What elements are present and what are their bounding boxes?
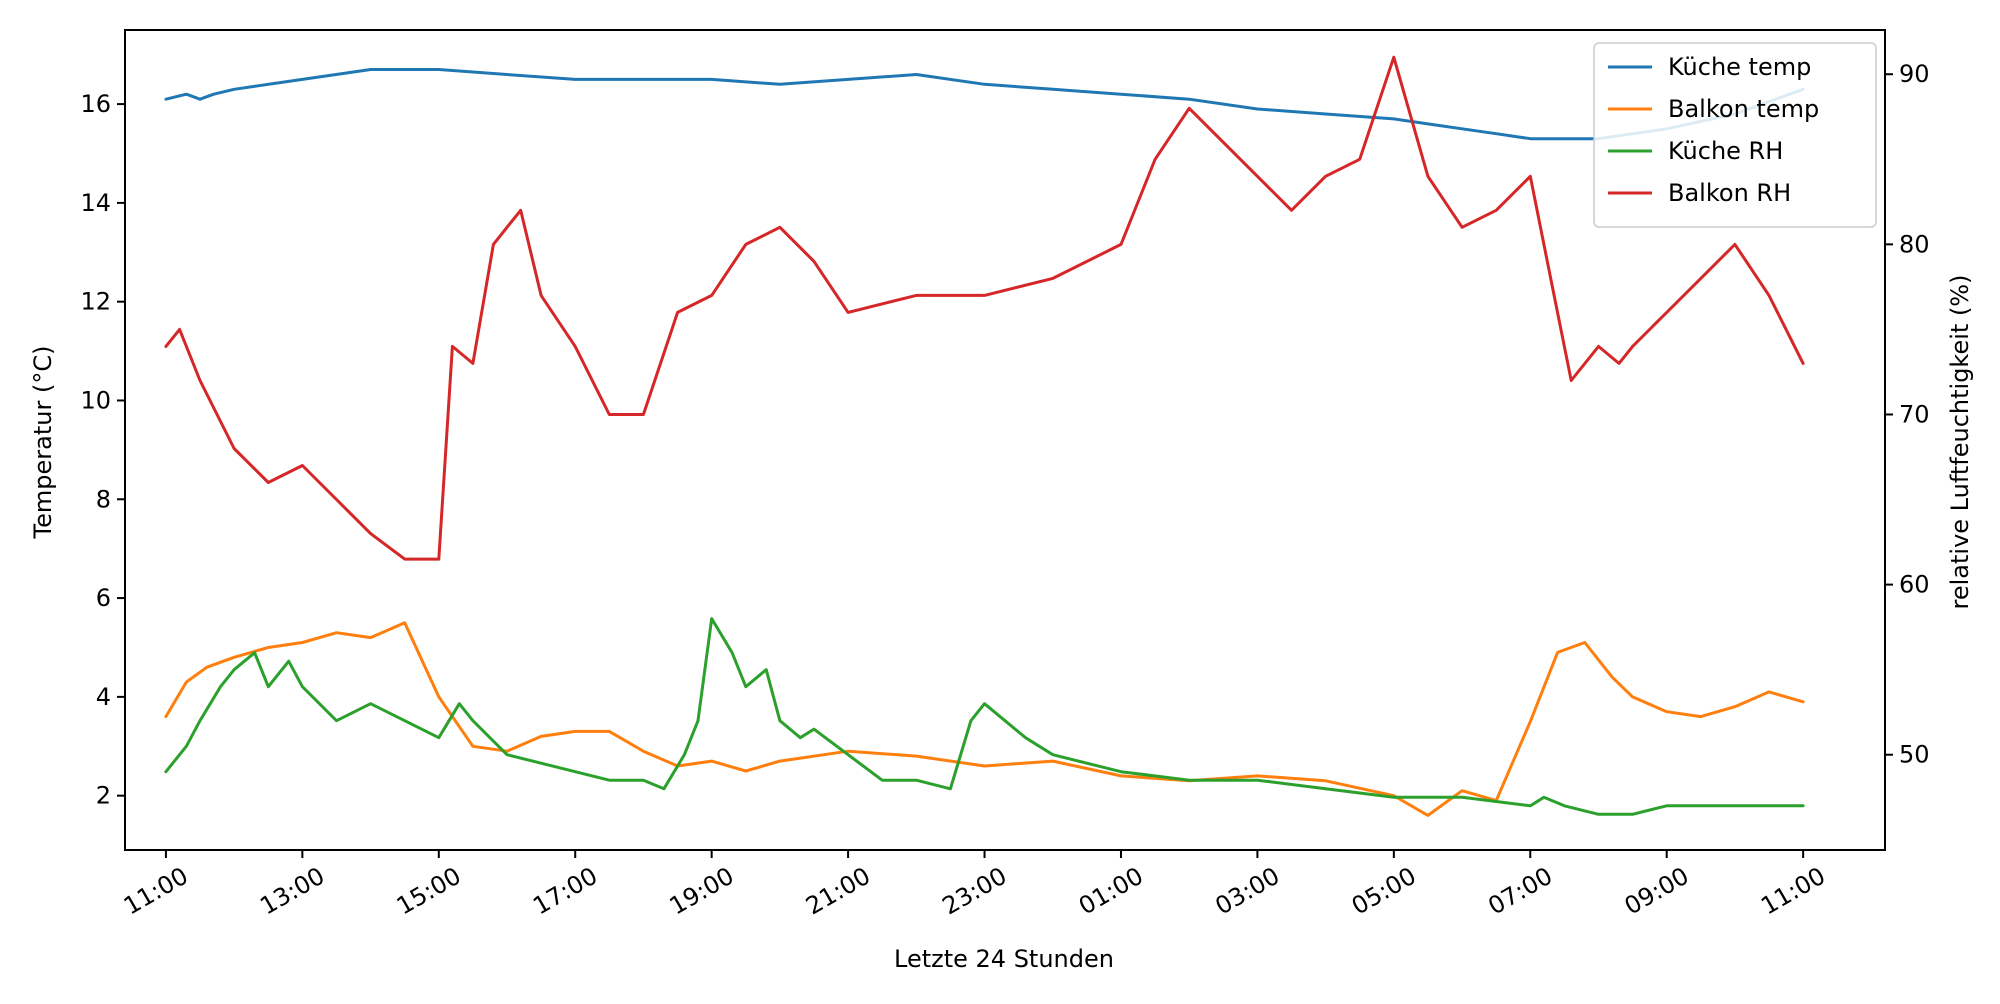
y-tick-label-right: 80 [1899,230,1930,258]
series-line-3 [164,617,1805,816]
y-tick-label-right: 90 [1899,60,1930,88]
y-tick-label-left: 16 [80,90,111,118]
y-tick-label-right: 60 [1899,571,1930,599]
x-axis-title: Letzte 24 Stunden [894,945,1114,973]
series-line-2 [164,621,1805,817]
legend-box [1593,42,1877,228]
legend-label: Balkon temp [1668,95,1819,123]
y-tick-label-right: 70 [1899,400,1930,428]
y-axis-title-right: relative Luftfeuchtigkeit (%) [1946,275,1974,610]
plot-frame [124,29,1886,851]
legend-label: Küche temp [1668,53,1811,81]
series-line-1 [164,68,1805,141]
y-tick-label-left: 14 [80,189,111,217]
series-line-4 [164,55,1805,561]
y-tick-label-left: 8 [96,485,111,513]
y-tick-label-left: 2 [96,782,111,810]
y-tick-label-right: 50 [1899,741,1930,769]
y-tick-label-left: 10 [80,386,111,414]
legend-label: Balkon RH [1668,179,1791,207]
legend-label: Küche RH [1668,137,1783,165]
legend: Küche temp Balkon temp Küche RH Balkon RH [1593,42,1877,228]
y-tick-label-left: 4 [96,683,111,711]
y-axis-title-left: Temperatur (°C) [29,346,57,540]
y-tick-label-left: 6 [96,584,111,612]
series-layer [164,55,1805,817]
y-tick-label-left: 12 [80,288,111,316]
